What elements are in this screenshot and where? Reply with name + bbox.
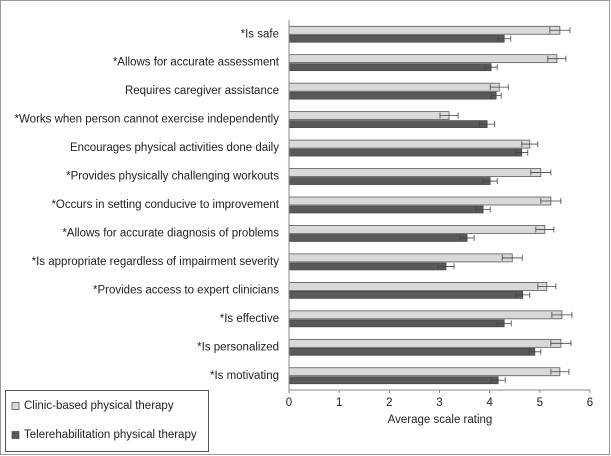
bar — [288, 177, 491, 185]
x-tick-label: 1 — [336, 397, 342, 409]
error-bar — [490, 92, 502, 99]
legend-label: Clinic-based physical therapy — [24, 400, 174, 412]
category-label: *Is appropriate regardless of impairment… — [32, 256, 280, 268]
error-bar — [515, 291, 531, 298]
error-bar — [549, 27, 571, 34]
error-bar — [521, 141, 539, 148]
error-bar — [550, 368, 570, 375]
bar — [288, 168, 542, 177]
bar — [288, 234, 468, 242]
category-label: *Is effective — [220, 313, 279, 325]
bar — [288, 63, 492, 72]
error-bar — [496, 320, 512, 327]
category-label: *Is motivating — [210, 370, 279, 382]
error-bar — [497, 35, 512, 42]
bar — [288, 376, 499, 385]
bar — [288, 34, 505, 43]
category-label: *Allows for accurate assessment — [113, 57, 280, 69]
bar — [288, 367, 561, 377]
bar — [288, 120, 488, 128]
error-bar — [551, 311, 573, 318]
bar — [288, 253, 513, 263]
category-label: Encourages physical activities done dail… — [70, 142, 279, 154]
error-bar — [501, 254, 523, 261]
bar — [288, 291, 524, 299]
category-label: *Provides physically challenging workout… — [66, 171, 279, 183]
error-bar — [437, 263, 455, 270]
category-label: *Provides access to expert clinicians — [93, 284, 279, 296]
error-bar — [535, 226, 555, 233]
error-bar — [484, 64, 498, 71]
bar — [288, 91, 497, 100]
x-tick-label: 3 — [436, 397, 442, 409]
category-label: *Allows for accurate diagnosis of proble… — [62, 227, 279, 239]
x-tick-label: 5 — [537, 397, 543, 409]
bar — [288, 82, 500, 92]
x-tick-label: 6 — [587, 397, 593, 409]
bar — [288, 196, 552, 206]
error-bar — [489, 84, 509, 91]
legend-label: Telerehabilitation physical therapy — [24, 429, 197, 441]
category-label: *Occurs in setting conducive to improvem… — [51, 199, 279, 211]
category-label: *Is personalized — [197, 341, 279, 353]
error-bar — [550, 340, 572, 347]
bar — [288, 310, 563, 320]
bar — [288, 54, 558, 64]
error-bar — [537, 283, 557, 290]
category-label: Requires caregiver assistance — [125, 85, 279, 97]
x-tick-label: 0 — [286, 397, 292, 409]
bar — [288, 205, 484, 214]
x-tick-label: 4 — [486, 397, 493, 409]
error-bar — [479, 121, 496, 128]
legend-swatch — [11, 431, 20, 439]
bar — [288, 111, 450, 120]
legend-box — [5, 390, 209, 452]
error-bar — [490, 377, 506, 384]
error-bar — [530, 169, 552, 176]
category-label: *Is safe — [241, 28, 279, 40]
bar — [288, 148, 523, 157]
error-bar — [439, 112, 459, 119]
bar — [288, 319, 505, 328]
error-bar — [482, 178, 498, 185]
error-bar — [475, 206, 491, 213]
error-bar — [540, 198, 562, 204]
legend-swatch — [11, 402, 20, 410]
x-axis-title: Average scale rating — [388, 414, 493, 426]
error-bar — [547, 55, 567, 62]
x-tick-label: 2 — [386, 397, 392, 409]
error-bar — [515, 149, 529, 156]
bar — [288, 25, 561, 35]
bar — [288, 347, 536, 356]
bar — [288, 338, 562, 348]
error-bar — [528, 348, 542, 355]
error-bar — [459, 234, 475, 241]
bar — [288, 282, 548, 291]
bar — [288, 225, 546, 234]
bar — [288, 139, 531, 149]
category-label: *Works when person cannot exercise indep… — [15, 114, 280, 126]
bar — [288, 262, 447, 271]
